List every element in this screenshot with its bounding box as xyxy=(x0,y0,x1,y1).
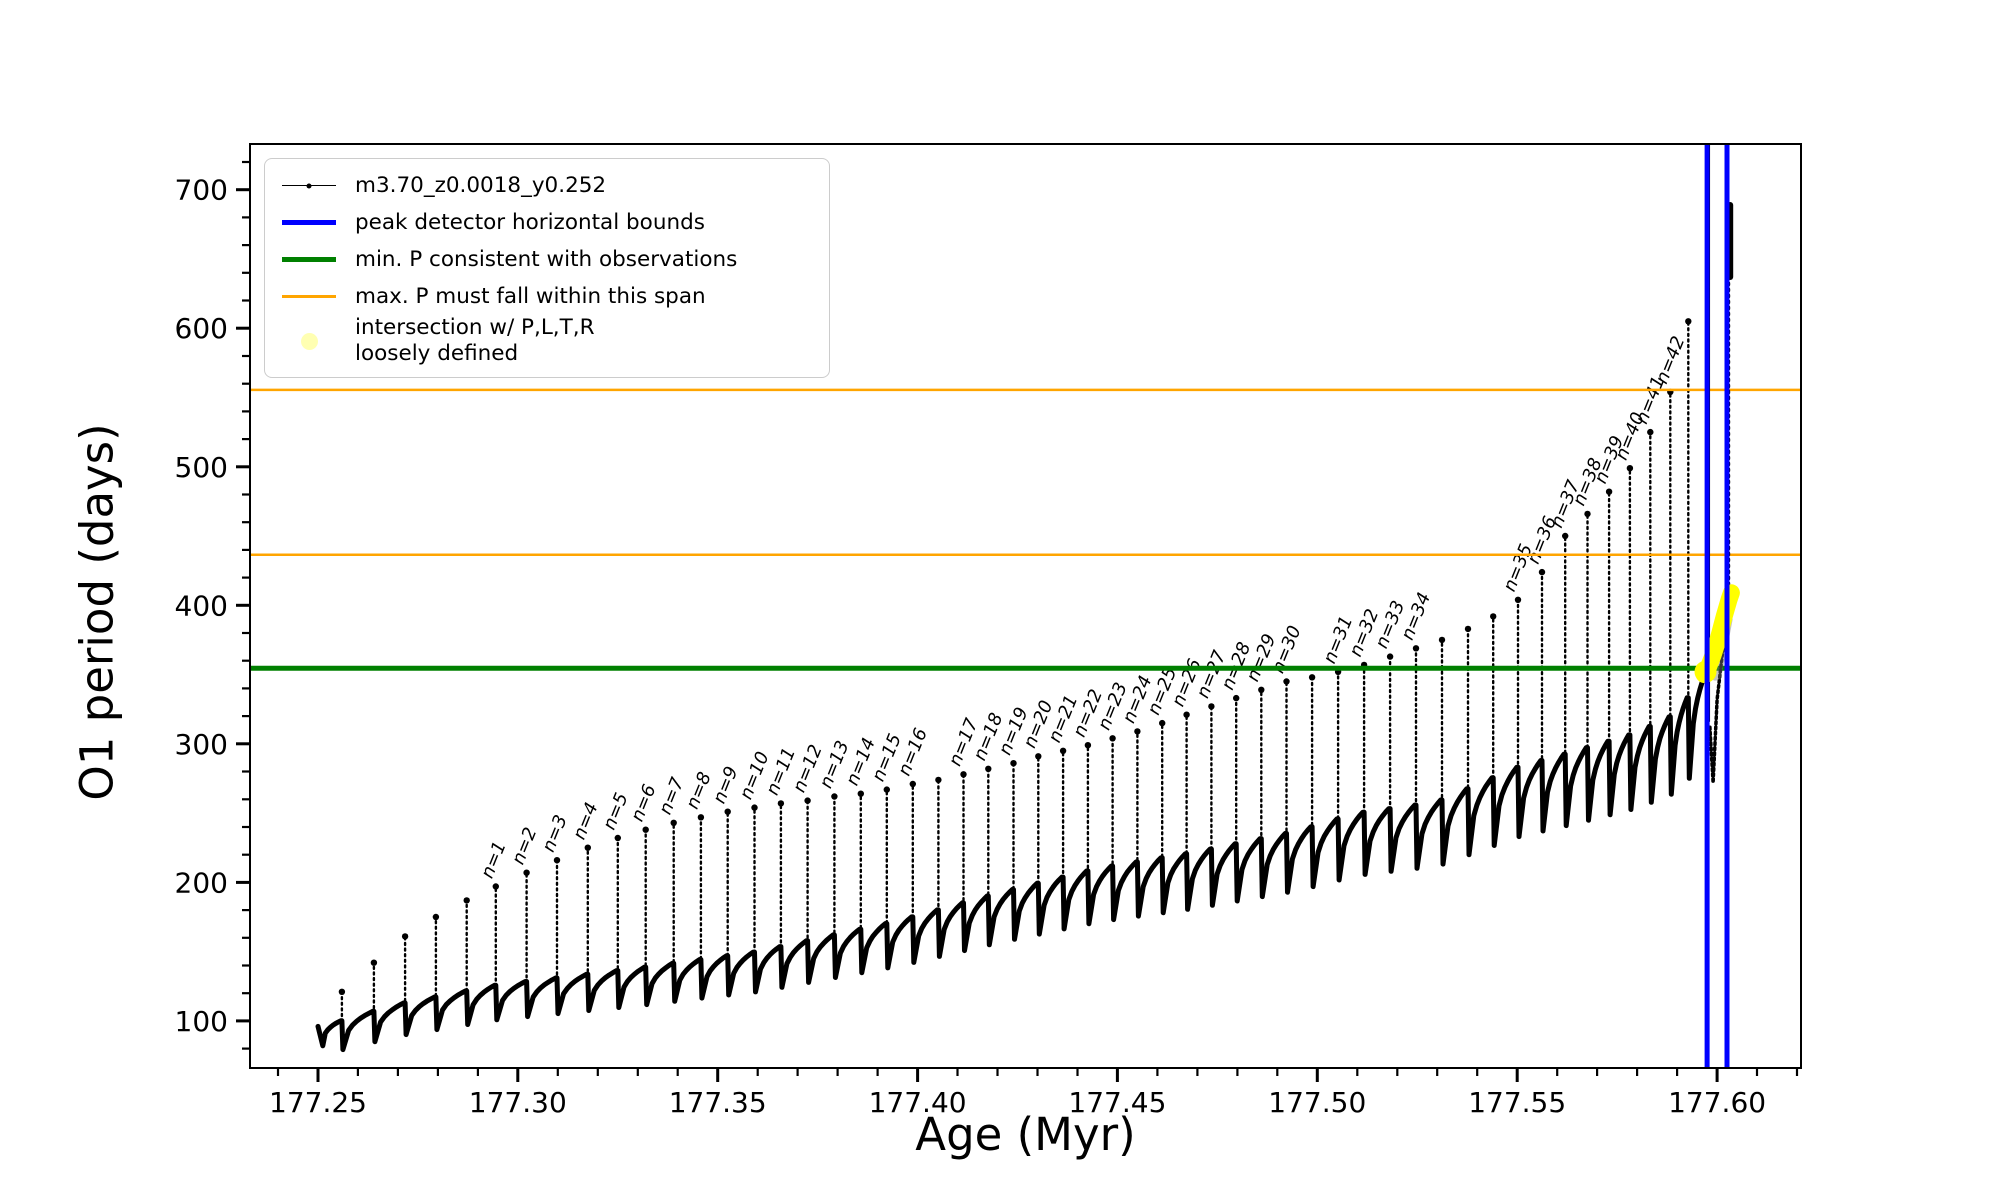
svg-text:n=9: n=9 xyxy=(709,764,743,807)
legend-item-label: peak detector horizontal bounds xyxy=(355,209,705,235)
horizontal-guide-lines xyxy=(250,388,1801,671)
svg-text:n=3: n=3 xyxy=(538,812,572,855)
y-tick-label: 200 xyxy=(175,866,228,899)
series-line-icon xyxy=(277,183,341,188)
legend-item-min-p: min. P consistent with observations xyxy=(277,241,815,278)
legend-item-label: min. P consistent with observations xyxy=(355,246,738,272)
x-tick-label: 177.35 xyxy=(669,1086,767,1119)
x-axis-tick-labels: 177.25 177.30 177.35 177.40 177.45 177.50 177.… xyxy=(269,1068,1766,1119)
legend: m3.70_z0.0018_y0.252 peak detector horiz… xyxy=(264,158,830,378)
svg-text:n=8: n=8 xyxy=(682,769,716,812)
svg-text:n=5: n=5 xyxy=(599,790,633,833)
axes: 177.25 177.30 177.35 177.40 177.45 177.50 177.… xyxy=(175,143,1802,1119)
x-tick-label: 177.60 xyxy=(1668,1086,1766,1119)
legend-item-label: intersection w/ P,L,T,R loosely defined xyxy=(355,315,595,366)
y-tick-label: 300 xyxy=(175,728,228,761)
svg-text:n=7: n=7 xyxy=(655,774,689,818)
svg-text:n=1: n=1 xyxy=(477,838,511,881)
legend-item-label: m3.70_z0.0018_y0.252 xyxy=(355,172,607,198)
yellow-dot-icon xyxy=(277,332,341,350)
y-tick-label: 700 xyxy=(175,174,228,207)
x-tick-label: 177.45 xyxy=(1068,1086,1166,1119)
svg-text:n=2: n=2 xyxy=(508,825,542,868)
blue-line-icon xyxy=(277,220,341,225)
y-tick-label: 600 xyxy=(175,312,228,345)
y-tick-label: 100 xyxy=(175,1005,228,1038)
x-tick-label: 177.55 xyxy=(1468,1086,1566,1119)
spike-labels: n=1n=2n=3n=4n=5n=6n=7n=8n=9n=10n=11n=12n… xyxy=(477,333,1689,881)
peak-detector-bounds xyxy=(1704,144,1730,1068)
orange-line-icon xyxy=(277,295,341,298)
x-tick-label: 177.40 xyxy=(869,1086,967,1119)
x-tick-label: 177.25 xyxy=(269,1086,367,1119)
x-tick-label: 177.30 xyxy=(469,1086,567,1119)
legend-item-intersection: intersection w/ P,L,T,R loosely defined xyxy=(277,315,815,367)
green-line-icon xyxy=(277,257,341,262)
legend-item-label: max. P must fall within this span xyxy=(355,283,706,309)
legend-item-peak-bounds: peak detector horizontal bounds xyxy=(277,204,815,241)
y-axis-tick-labels: 100 200 300 400 500 600 700 xyxy=(175,174,250,1038)
y-axis-title: O1 period (days) xyxy=(70,423,124,801)
legend-item-max-p: max. P must fall within this span xyxy=(277,278,815,315)
legend-item-series: m3.70_z0.0018_y0.252 xyxy=(277,167,815,204)
y-tick-label: 500 xyxy=(175,451,228,484)
svg-text:n=42: n=42 xyxy=(1651,333,1689,387)
x-axis-title: Age (Myr) xyxy=(915,1108,1136,1161)
model-curve xyxy=(315,318,1707,1053)
svg-text:n=4: n=4 xyxy=(569,800,603,843)
svg-text:n=6: n=6 xyxy=(627,782,661,825)
y-tick-label: 400 xyxy=(175,589,228,622)
x-tick-label: 177.50 xyxy=(1268,1086,1366,1119)
